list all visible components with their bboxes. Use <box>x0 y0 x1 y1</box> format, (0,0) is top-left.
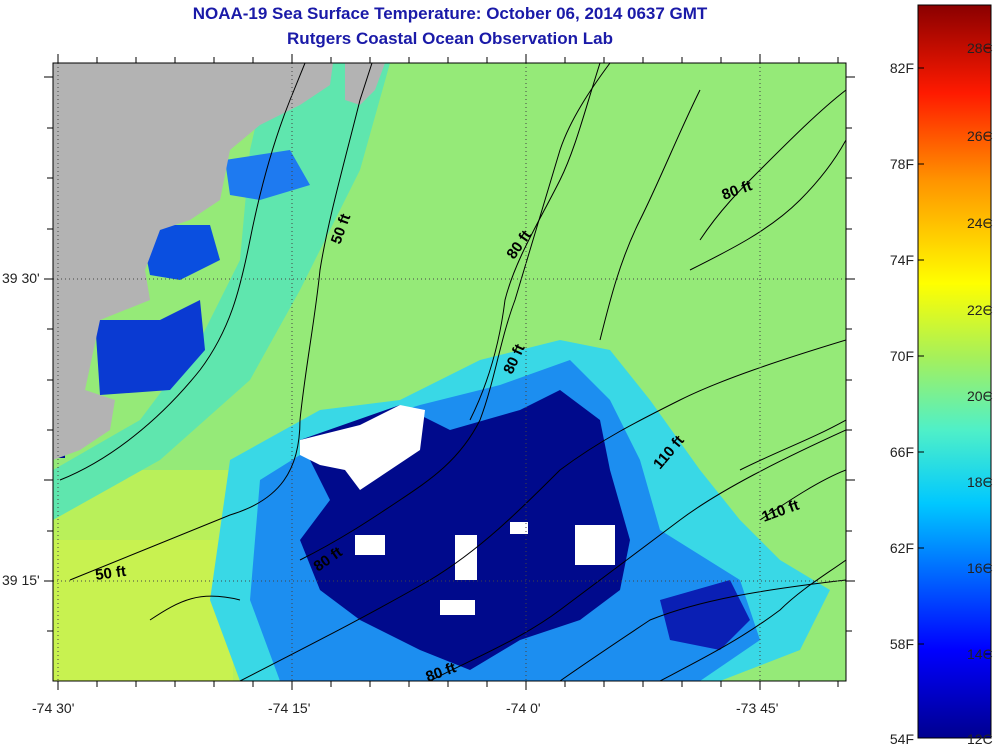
colorbar-c-label: 22C <box>967 302 993 318</box>
colorbar-f-label: 58F <box>889 636 914 652</box>
colorbar-f-label: 54F <box>889 731 914 747</box>
cloud-patch-4 <box>575 525 615 565</box>
colorbar-f-label: 66F <box>889 444 914 460</box>
colorbar-ticks <box>918 47 991 655</box>
colorbar-c-label: 12C <box>967 731 993 747</box>
warm-southwest-region-2 <box>53 540 233 681</box>
cloud-patch-2 <box>355 535 385 555</box>
bathymetry-contours <box>59 63 846 681</box>
graticule <box>53 63 846 681</box>
colorbar-f-label: 74F <box>889 252 914 268</box>
colorbar-f-label: 78F <box>889 156 914 172</box>
colorbar-c-label: 14C <box>967 646 993 662</box>
y-tick-label: 39 15' <box>2 572 40 588</box>
nearshore-blue-patch-1 <box>140 225 220 280</box>
cloud-patch-1 <box>300 405 425 490</box>
cloud-patch-5 <box>440 600 475 615</box>
x-tick-label: -73 45' <box>736 700 779 716</box>
colorbar-c-label: 16C <box>967 560 993 576</box>
contour-label: 50 ft <box>94 563 127 584</box>
nearshore-cool-band <box>53 63 390 520</box>
colorbar <box>917 4 992 739</box>
colorbar-c-label: 24C <box>967 215 993 231</box>
cloud-patch-3 <box>455 535 477 580</box>
x-tick-label: -74 0' <box>506 700 541 716</box>
nearshore-blue-patch-2 <box>95 300 205 395</box>
colorbar-c-label: 26C <box>967 128 993 144</box>
map-area: 50 ft 80 ft 80 ft 80 ft 110 ft 110 ft 50… <box>53 63 846 681</box>
x-tick-label: -74 30' <box>32 700 75 716</box>
axis-ticks <box>44 54 855 690</box>
colorbar-c-label: 28C <box>967 40 993 56</box>
colorbar-c-label: 18C <box>967 474 993 490</box>
colorbar-f-label: 82F <box>889 60 914 76</box>
colorbar-c-label: 20C <box>967 388 993 404</box>
cloud-patch-6 <box>510 522 528 534</box>
chart-subtitle: Rutgers Coastal Ocean Observation Lab <box>287 29 613 48</box>
x-tick-label: -74 15' <box>268 700 311 716</box>
chart-title: NOAA-19 Sea Surface Temperature: October… <box>192 4 708 23</box>
colorbar-f-label: 62F <box>889 540 914 556</box>
land-new-jersey <box>53 63 333 460</box>
colorbar-f-label: 70F <box>889 348 914 364</box>
map-frame <box>52 62 847 682</box>
nearshore-blue-patch-3 <box>225 150 310 200</box>
y-tick-label: 39 30' <box>2 270 40 286</box>
